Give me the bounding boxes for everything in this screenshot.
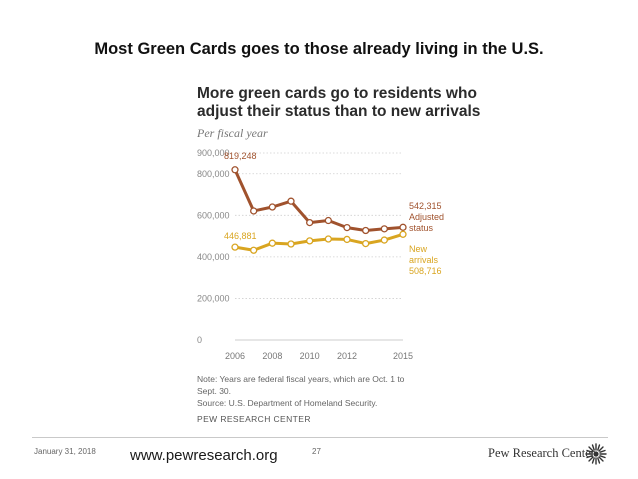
y-tick-label: 600,000 — [197, 210, 230, 220]
x-tick-label: 2006 — [225, 351, 245, 361]
y-tick-label: 400,000 — [197, 252, 230, 262]
chart-title: More green cards go to residents who adj… — [197, 85, 481, 120]
new-arrivals-point — [362, 239, 370, 248]
brand-name: Pew Research Center — [488, 446, 595, 460]
new-arrivals-point — [287, 240, 295, 248]
adjusted-status-point — [287, 197, 295, 205]
new-arrivals-point — [380, 236, 388, 244]
new-arrivals-start-label: 446,881 — [224, 231, 257, 241]
footer-date: January 31, 2018 — [34, 447, 96, 456]
adjusted-end-label: 542,315 — [409, 201, 442, 211]
new-arrivals-point — [231, 243, 239, 251]
new-arrivals-point — [343, 235, 351, 244]
adjusted-start-label: 819,248 — [224, 151, 257, 161]
adjusted-status-point — [231, 166, 239, 174]
line-chart: 900,000 800,000 600,000 400,000 200,000 0 2006… — [197, 148, 444, 361]
new-arrivals-point — [306, 237, 314, 245]
adjusted-series-name: Adjusted — [409, 212, 444, 222]
slide-title: Most Green Cards goes to those already l… — [94, 40, 544, 58]
x-tick-label: 2008 — [262, 351, 282, 361]
new-arrivals-point — [324, 235, 332, 243]
adjusted-status-point — [380, 225, 388, 233]
page-number: 27 — [312, 447, 321, 456]
adjusted-status-point — [250, 207, 258, 215]
new-arrivals-point — [268, 239, 276, 247]
footer-divider — [32, 437, 608, 438]
adjusted-status-line — [233, 169, 404, 233]
y-tick-label: 800,000 — [197, 169, 230, 179]
y-tick-label: 200,000 — [197, 293, 230, 303]
adjusted-status-point — [268, 203, 276, 211]
adjusted-status-point — [399, 223, 407, 231]
new-arrivals-point — [399, 230, 407, 238]
new-arrivals-point — [250, 246, 258, 254]
new-arrivals-end-label: 508,716 — [409, 266, 442, 276]
chart-note-line-2: Sept. 30. — [197, 386, 232, 396]
x-tick-label: 2015 — [393, 351, 413, 361]
adjusted-status-point — [306, 218, 314, 227]
new-arrivals-line — [234, 232, 404, 252]
adjusted-status-point — [343, 223, 351, 232]
chart-source: Source: U.S. Department of Homeland Secu… — [197, 398, 378, 408]
x-tick-label: 2010 — [300, 351, 320, 361]
new-arrivals-series-name: arrivals — [409, 255, 439, 265]
chart-note-line-1: Note: Years are federal fiscal years, wh… — [197, 374, 405, 384]
new-arrivals-series-name: New — [409, 244, 428, 254]
chart-subtitle: Per fiscal year — [197, 126, 268, 140]
y-tick-label: 0 — [197, 335, 202, 345]
chart-org-credit: PEW RESEARCH CENTER — [197, 414, 311, 424]
adjusted-status-point — [362, 226, 370, 235]
x-tick-label: 2012 — [337, 351, 357, 361]
adjusted-series-name: status — [409, 223, 434, 233]
pew-logo-icon — [585, 443, 607, 465]
y-tick-label: 900,000 — [197, 148, 230, 158]
footer-url[interactable]: www.pewresearch.org — [130, 447, 278, 464]
adjusted-status-point — [324, 216, 332, 225]
